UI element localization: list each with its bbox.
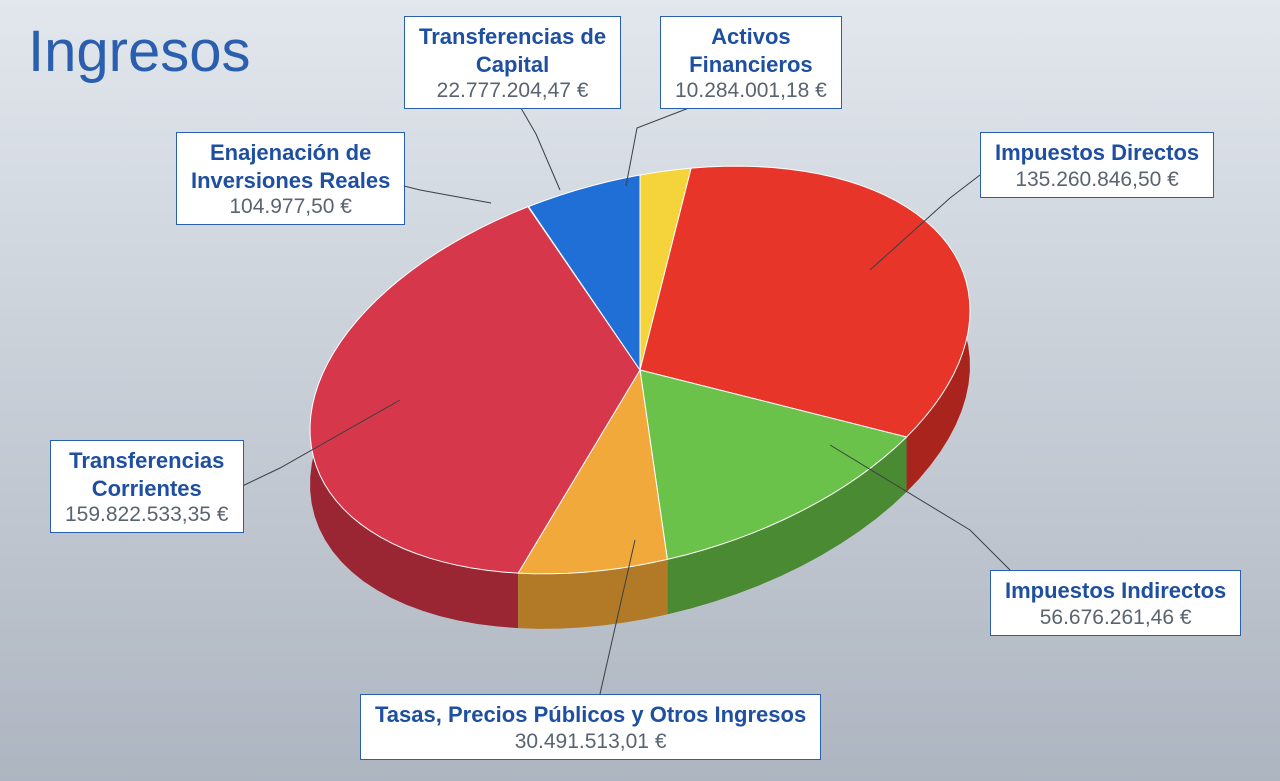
slice-label: Transferencias de Capital22.777.204,47 € bbox=[404, 16, 621, 109]
slice-label-amount: 159.822.533,35 € bbox=[65, 502, 229, 528]
slice-label-name: Transferencias Corrientes bbox=[65, 447, 229, 502]
slice-label: Activos Financieros10.284.001,18 € bbox=[660, 16, 842, 109]
slice-label-name: Enajenación de Inversiones Reales bbox=[191, 139, 390, 194]
chart-stage: Ingresos Activos Financieros10.284.001,1… bbox=[0, 0, 1280, 781]
slice-label: Transferencias Corrientes159.822.533,35 … bbox=[50, 440, 244, 533]
slice-label-amount: 30.491.513,01 € bbox=[375, 729, 806, 755]
slice-label-amount: 104.977,50 € bbox=[191, 194, 390, 220]
page-title: Ingresos bbox=[28, 18, 250, 85]
slice-label-amount: 56.676.261,46 € bbox=[1005, 605, 1226, 631]
pie-svg bbox=[0, 0, 1280, 781]
slice-label-amount: 135.260.846,50 € bbox=[995, 167, 1199, 193]
slice-label-amount: 10.284.001,18 € bbox=[675, 78, 827, 104]
slice-label: Impuestos Directos135.260.846,50 € bbox=[980, 132, 1214, 198]
slice-label-name: Activos Financieros bbox=[675, 23, 827, 78]
slice-label-name: Tasas, Precios Públicos y Otros Ingresos bbox=[375, 701, 806, 729]
slice-label-name: Impuestos Indirectos bbox=[1005, 577, 1226, 605]
slice-label-name: Transferencias de Capital bbox=[419, 23, 606, 78]
slice-label: Enajenación de Inversiones Reales104.977… bbox=[176, 132, 405, 225]
slice-label-name: Impuestos Directos bbox=[995, 139, 1199, 167]
slice-label: Impuestos Indirectos56.676.261,46 € bbox=[990, 570, 1241, 636]
slice-label-amount: 22.777.204,47 € bbox=[419, 78, 606, 104]
slice-label: Tasas, Precios Públicos y Otros Ingresos… bbox=[360, 694, 821, 760]
